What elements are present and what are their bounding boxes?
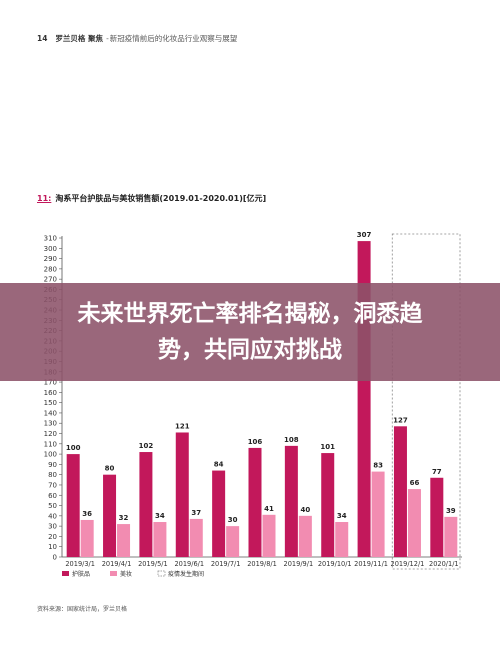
x-tick-label: 2020/1/1 (429, 560, 459, 568)
legend-swatch (110, 571, 117, 576)
y-tick-label: 270 (44, 276, 57, 284)
y-tick-label: 160 (44, 389, 57, 397)
x-tick-label: 2019/10/1 (318, 560, 352, 568)
bar (226, 526, 240, 557)
bar (117, 524, 131, 557)
bar-value-label: 121 (175, 422, 190, 430)
bar (298, 515, 312, 557)
x-tick-label: 2019/9/1 (284, 560, 314, 568)
figure-title-text: 淘系平台护肤品与美妆销售额(2019.01-2020.01)[亿元] (55, 194, 267, 203)
header-separator: - (106, 34, 109, 43)
y-tick-label: 60 (48, 492, 57, 500)
bar-value-label: 108 (284, 436, 299, 444)
legend-label: 美妆 (120, 570, 132, 578)
bar-value-label: 40 (300, 506, 310, 514)
bar-value-label: 32 (119, 514, 129, 522)
legend-swatch (62, 571, 69, 576)
overlay-banner: 未来世界死亡率排名揭秘，洞悉趋势，共同应对挑战 (0, 283, 500, 381)
bar-value-label: 41 (264, 505, 274, 513)
y-tick-label: 70 (48, 481, 57, 489)
bar-value-label: 34 (337, 512, 347, 520)
bar (430, 477, 444, 557)
bar-value-label: 307 (357, 231, 372, 239)
header-subtitle: 新冠疫情前后的化妆品行业观察与展望 (109, 34, 238, 43)
y-tick-label: 30 (48, 523, 57, 531)
bar (103, 474, 117, 557)
y-tick-label: 170 (44, 379, 57, 387)
y-tick-label: 300 (44, 245, 57, 253)
bar (371, 471, 385, 557)
x-tick-label: 2019/11/1 (354, 560, 388, 568)
bar-value-label: 66 (410, 479, 420, 487)
x-tick-label: 2019/5/1 (138, 560, 168, 568)
y-tick-label: 40 (48, 512, 57, 520)
x-tick-label: 2019/7/1 (211, 560, 241, 568)
x-tick-label: 2019/12/1 (391, 560, 425, 568)
x-tick-label: 2019/8/1 (247, 560, 277, 568)
figure-title: 11: 淘系平台护肤品与美妆销售额(2019.01-2020.01)[亿元] (37, 193, 266, 204)
y-tick-label: 20 (48, 533, 57, 541)
bar (262, 514, 276, 557)
y-tick-label: 140 (44, 409, 57, 417)
bar-value-label: 106 (248, 438, 263, 446)
bar-value-label: 30 (228, 516, 238, 524)
figure-number: 11: (37, 194, 52, 203)
legend-label: 护肤品 (72, 570, 90, 578)
bar-value-label: 39 (446, 507, 456, 515)
legend-label: 疫情发生期间 (168, 570, 204, 578)
highlight-box (391, 233, 461, 570)
page-header: 14 罗兰贝格 聚焦 -新冠疫情前后的化妆品行业观察与展望 (37, 33, 237, 44)
bar-value-label: 102 (139, 442, 154, 450)
bar (407, 489, 421, 557)
bar (248, 447, 262, 557)
y-tick-label: 310 (44, 235, 57, 243)
brand-name: 罗兰贝格 聚焦 (55, 34, 104, 43)
y-tick-label: 120 (44, 430, 57, 438)
y-tick-label: 90 (48, 461, 57, 469)
y-tick-label: 110 (44, 440, 57, 448)
y-tick-label: 10 (48, 543, 57, 551)
bar-value-label: 127 (393, 416, 408, 424)
bar (284, 445, 298, 557)
bar-value-label: 36 (82, 510, 92, 518)
y-tick-label: 150 (44, 399, 57, 407)
y-tick-label: 280 (44, 265, 57, 273)
bar (139, 452, 153, 557)
bar (175, 432, 189, 557)
bar-value-label: 34 (155, 512, 165, 520)
bar-value-label: 83 (373, 462, 383, 470)
y-tick-label: 0 (53, 554, 57, 562)
page-number: 14 (37, 34, 48, 43)
bar (393, 426, 407, 557)
bar (212, 470, 226, 557)
y-tick-label: 80 (48, 471, 57, 479)
x-tick-label: 2019/3/1 (65, 560, 95, 568)
bar-value-label: 77 (432, 468, 442, 476)
source-note: 资料来源：国家统计局，罗兰贝格 (37, 606, 128, 613)
bar-value-label: 101 (320, 443, 335, 451)
y-tick-label: 50 (48, 502, 57, 510)
bar-value-label: 100 (66, 444, 81, 452)
x-tick-label: 2019/6/1 (174, 560, 204, 568)
y-tick-label: 290 (44, 255, 57, 263)
banner-headline: 未来世界死亡率排名揭秘，洞悉趋势，共同应对挑战 (77, 301, 423, 363)
bar (153, 522, 167, 557)
bar-value-label: 84 (214, 461, 224, 469)
x-tick-label: 2019/4/1 (102, 560, 132, 568)
bar-value-label: 80 (105, 465, 115, 473)
bar (189, 518, 203, 557)
bar (66, 454, 80, 557)
y-tick-label: 100 (44, 451, 57, 459)
bar (444, 516, 458, 557)
bar-value-label: 37 (191, 509, 201, 517)
bar (335, 522, 349, 557)
y-tick-label: 130 (44, 420, 57, 428)
bar (321, 453, 335, 557)
bar (80, 519, 94, 557)
legend-swatch (157, 570, 166, 577)
